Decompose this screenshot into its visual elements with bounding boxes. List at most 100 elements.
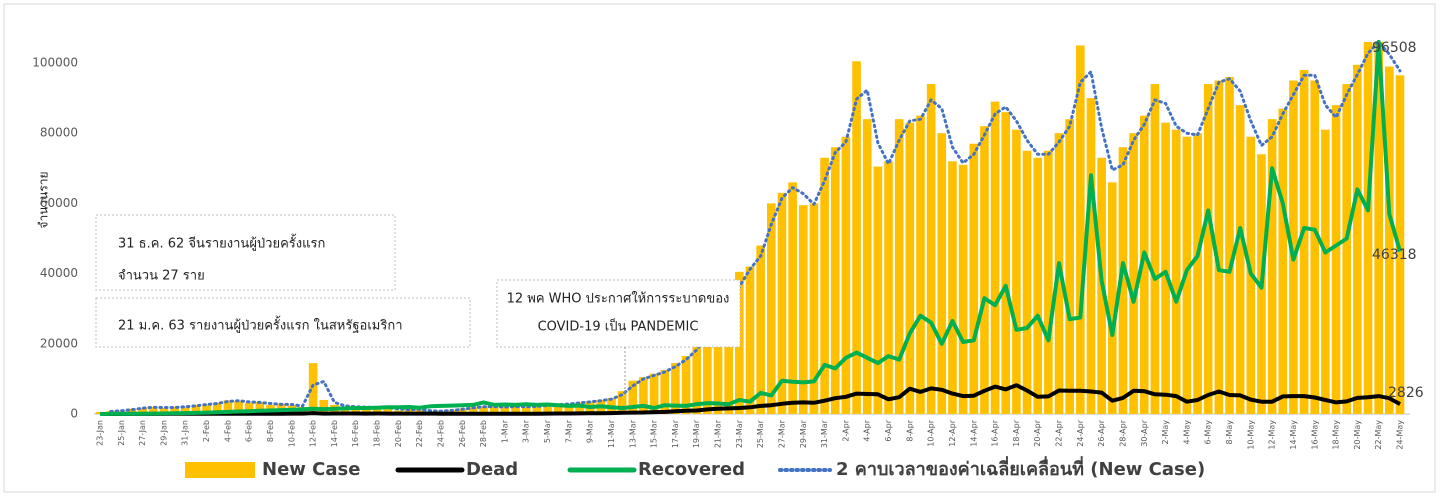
bar	[724, 301, 733, 414]
bar	[671, 363, 680, 414]
bar	[926, 84, 936, 414]
annotation-text: COVID-19 เป็น PANDEMIC	[538, 317, 699, 335]
x-tick-label: 2-Apr	[841, 419, 850, 441]
data-label: 96508	[1372, 40, 1417, 56]
bar	[1310, 80, 1320, 415]
bar	[1044, 150, 1053, 414]
bar	[383, 407, 393, 414]
x-tick-label: 14-May	[1289, 420, 1298, 450]
annotation-text: 12 พค WHO ประกาศให้การระบาดของ	[507, 291, 730, 307]
bar	[830, 147, 840, 415]
bar	[894, 119, 904, 414]
x-tick-label: 27-Jan	[138, 420, 147, 446]
x-tick-label: 18-May	[1332, 420, 1341, 450]
x-tick-label: 12-Feb	[309, 420, 318, 447]
x-tick-label: 22-Feb	[415, 420, 424, 447]
data-label: 2826	[1388, 385, 1424, 401]
x-tick-label: 2-Feb	[202, 420, 211, 442]
bar	[798, 205, 808, 414]
x-tick-label: 15-Mar	[650, 419, 659, 448]
bar	[1065, 119, 1074, 414]
x-tick-label: 4-Feb	[223, 420, 232, 442]
x-tick-label: 2-May	[1161, 420, 1170, 445]
x-tick-label: 4-May	[1182, 420, 1191, 445]
bar	[767, 203, 776, 414]
bar	[159, 408, 169, 414]
y-tick-label: 0	[70, 407, 78, 421]
x-tick-label: 17-Mar	[671, 419, 680, 448]
bar	[511, 406, 520, 414]
x-tick-label: 31-Jan	[181, 420, 190, 446]
bar	[660, 370, 670, 414]
bar	[852, 61, 861, 415]
bar	[1033, 157, 1043, 414]
x-tick-label: 24-Apr	[1076, 419, 1085, 446]
bar	[1225, 77, 1234, 414]
bar	[1171, 129, 1181, 414]
bar	[809, 203, 819, 414]
bar	[649, 373, 659, 414]
bar	[1235, 105, 1245, 415]
bar	[777, 192, 787, 414]
x-tick-label: 18-Apr	[1012, 419, 1021, 446]
bar	[990, 101, 1000, 415]
bar	[1342, 84, 1352, 414]
line-series	[100, 383, 1401, 416]
bar	[1012, 129, 1021, 414]
bar	[319, 399, 329, 414]
x-tick-label: 16-Feb	[351, 420, 360, 447]
bar	[212, 402, 222, 414]
legend-swatch	[185, 462, 255, 478]
bar	[713, 315, 723, 414]
x-tick-label: 26-Apr	[1097, 419, 1106, 446]
bar	[692, 343, 702, 414]
bar	[756, 245, 765, 414]
annotations	[95, 214, 741, 395]
bar	[180, 406, 190, 414]
bar	[841, 136, 851, 414]
x-tick-label: 11-Mar	[607, 419, 616, 448]
bar	[703, 326, 712, 414]
legend-label: Recovered	[638, 459, 745, 480]
x-tick-label: 19-Mar	[692, 419, 701, 448]
x-tick-label: 31-Mar	[820, 419, 829, 448]
bar	[1385, 66, 1394, 414]
bar	[1107, 182, 1117, 414]
x-tick-label: 10-May	[1246, 420, 1255, 450]
x-tick-label: 26-Feb	[458, 420, 467, 447]
bar	[127, 408, 137, 414]
bar	[457, 408, 467, 414]
x-tick-label: 20-Apr	[1033, 419, 1042, 446]
annotation-text: 21 ม.ค. 63 รายงานผู้ป่วยครั้งแรก ในสหรัฐ…	[118, 316, 403, 334]
y-tick-label: 60000	[40, 196, 78, 210]
bar	[628, 380, 638, 414]
bar	[1022, 150, 1032, 414]
y-axis-label: จำนวนราย	[37, 171, 51, 228]
bar	[543, 404, 552, 414]
bar	[873, 166, 883, 414]
x-tick-label: 28-Feb	[479, 420, 488, 447]
annotation-text: จำนวน 27 ราย	[118, 269, 205, 284]
x-tick-label: 6-May	[1204, 420, 1213, 445]
bar	[351, 406, 361, 414]
x-tick-label: 10-Feb	[287, 420, 296, 447]
x-tick-label: 20-May	[1353, 420, 1362, 450]
annotation-box	[95, 297, 471, 348]
x-tick-label: 20-Feb	[394, 420, 403, 447]
annotation-box	[95, 214, 396, 291]
bar	[138, 407, 147, 414]
bar	[1001, 112, 1011, 414]
x-tick-label: 30-Apr	[1140, 419, 1149, 446]
bar	[916, 115, 925, 415]
legend-label: Dead	[466, 459, 518, 480]
bar	[1086, 98, 1096, 414]
x-tick-label: 14-Apr	[969, 419, 978, 446]
bar	[948, 161, 957, 414]
x-tick-label: 7-Mar	[564, 419, 573, 443]
bar	[202, 404, 211, 414]
bar	[1267, 119, 1277, 414]
bar	[884, 161, 893, 414]
x-tick-label: 25-Mar	[756, 419, 765, 448]
annotation-text: 31 ธ.ค. 62 จีนรายงานผู้ป่วยครั้งแรก	[118, 234, 325, 252]
bar	[969, 143, 979, 415]
